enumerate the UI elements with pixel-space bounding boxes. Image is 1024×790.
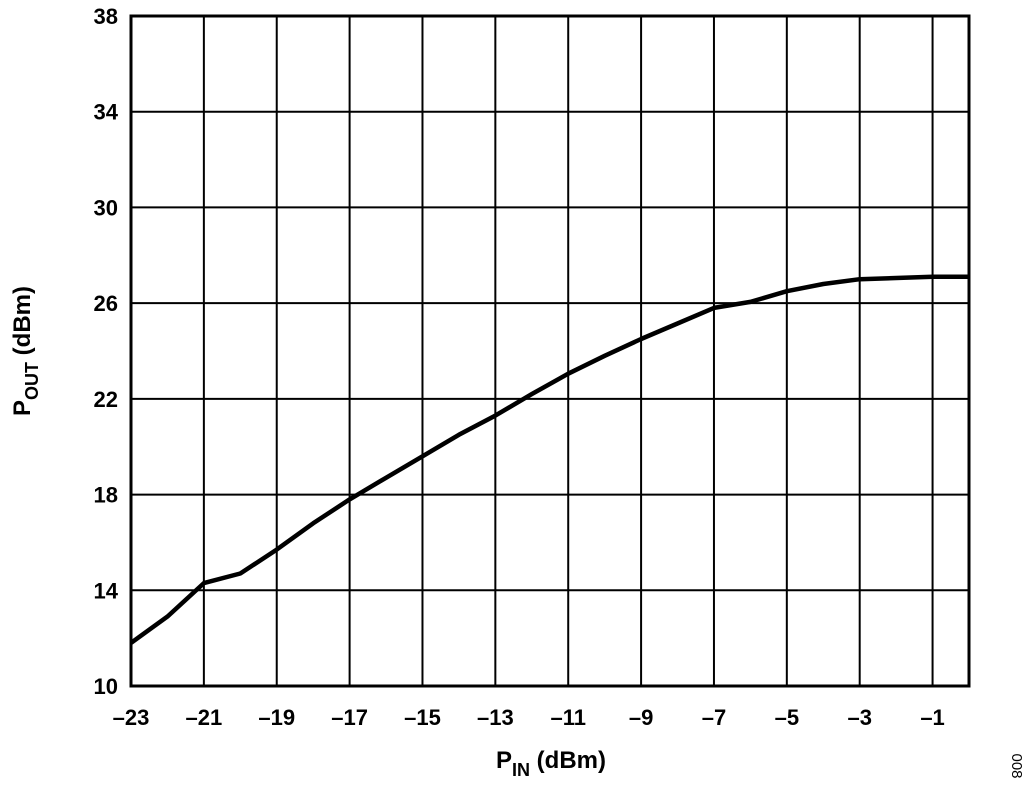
x-tick-label: –7 bbox=[702, 705, 726, 730]
y-tick-label: 10 bbox=[94, 674, 118, 699]
x-tick-label: –11 bbox=[550, 705, 586, 730]
y-tick-label: 30 bbox=[94, 195, 118, 220]
x-tick-label: –3 bbox=[847, 705, 871, 730]
x-tick-label: –13 bbox=[477, 705, 514, 730]
y-tick-label: 18 bbox=[94, 483, 118, 508]
y-tick-labels: 10 14 18 22 26 30 34 38 bbox=[94, 4, 119, 699]
x-tick-label: –21 bbox=[186, 705, 223, 730]
x-tick-label: –15 bbox=[404, 705, 441, 730]
x-tick-labels: –23 –21 –19 –17 –15 –13 –11 –9 –7 –5 –3 –1 bbox=[113, 705, 945, 730]
grid bbox=[131, 16, 969, 686]
x-axis-title: PIN (dBm) bbox=[496, 747, 606, 780]
y-axis-title: POUT (dBm) bbox=[9, 286, 42, 416]
series-line-0 bbox=[129, 274, 969, 645]
y-tick-label: 14 bbox=[94, 578, 119, 603]
figure-id: 008 bbox=[1008, 753, 1024, 778]
x-tick-label: –5 bbox=[775, 705, 799, 730]
y-tick-label: 26 bbox=[94, 291, 118, 316]
y-tick-label: 38 bbox=[94, 4, 118, 29]
plot-frame bbox=[129, 14, 971, 688]
x-tick-label: –19 bbox=[258, 705, 295, 730]
series-layer bbox=[129, 274, 969, 645]
y-tick-label: 34 bbox=[94, 100, 119, 125]
y-tick-label: 22 bbox=[94, 387, 118, 412]
x-tick-label: –23 bbox=[113, 705, 150, 730]
x-tick-label: –9 bbox=[629, 705, 653, 730]
x-tick-label: –17 bbox=[331, 705, 368, 730]
x-tick-label: –1 bbox=[920, 705, 944, 730]
